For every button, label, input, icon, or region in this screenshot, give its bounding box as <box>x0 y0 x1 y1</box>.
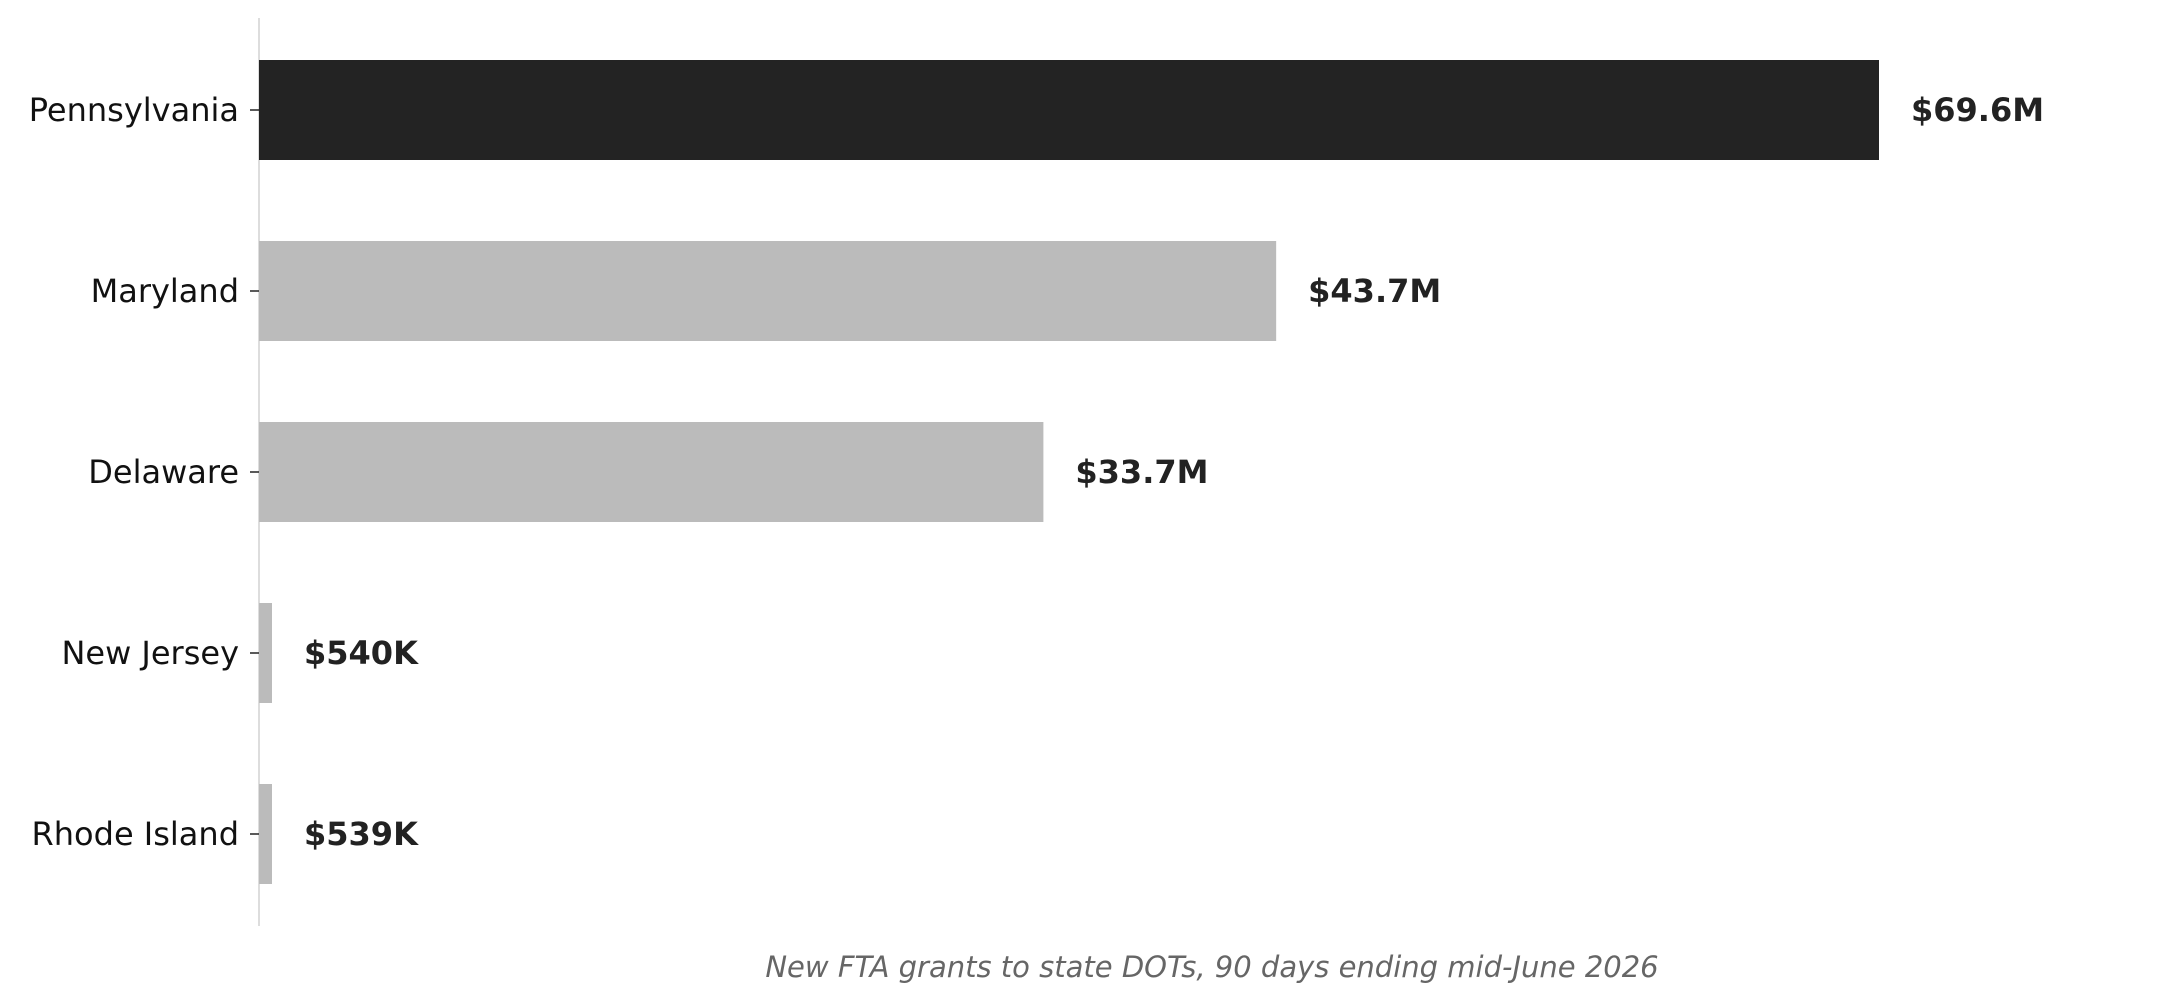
category-label-pennsylvania: Pennsylvania <box>29 91 239 129</box>
value-label-maryland: $43.7M <box>1308 272 1441 310</box>
category-label-maryland: Maryland <box>91 272 239 310</box>
bar-new-jersey <box>259 603 272 703</box>
bar-pennsylvania <box>259 60 1879 160</box>
category-label-new-jersey: New Jersey <box>61 634 239 672</box>
category-label-rhode-island: Rhode Island <box>32 815 239 853</box>
value-label-pennsylvania: $69.6M <box>1911 91 2044 129</box>
bar-maryland <box>259 241 1277 341</box>
value-label-new-jersey: $540K <box>304 634 419 672</box>
bars-group: Pennsylvania $69.6M Maryland $43.7M Delaware… <box>29 60 2044 884</box>
bar-delaware <box>259 422 1044 522</box>
chart-caption: New FTA grants to state DOTs, 90 days en… <box>765 950 1658 984</box>
category-label-delaware: Delaware <box>88 453 239 491</box>
value-label-delaware: $33.7M <box>1075 453 1208 491</box>
bar-rhode-island <box>259 784 272 884</box>
value-label-rhode-island: $539K <box>304 815 419 853</box>
